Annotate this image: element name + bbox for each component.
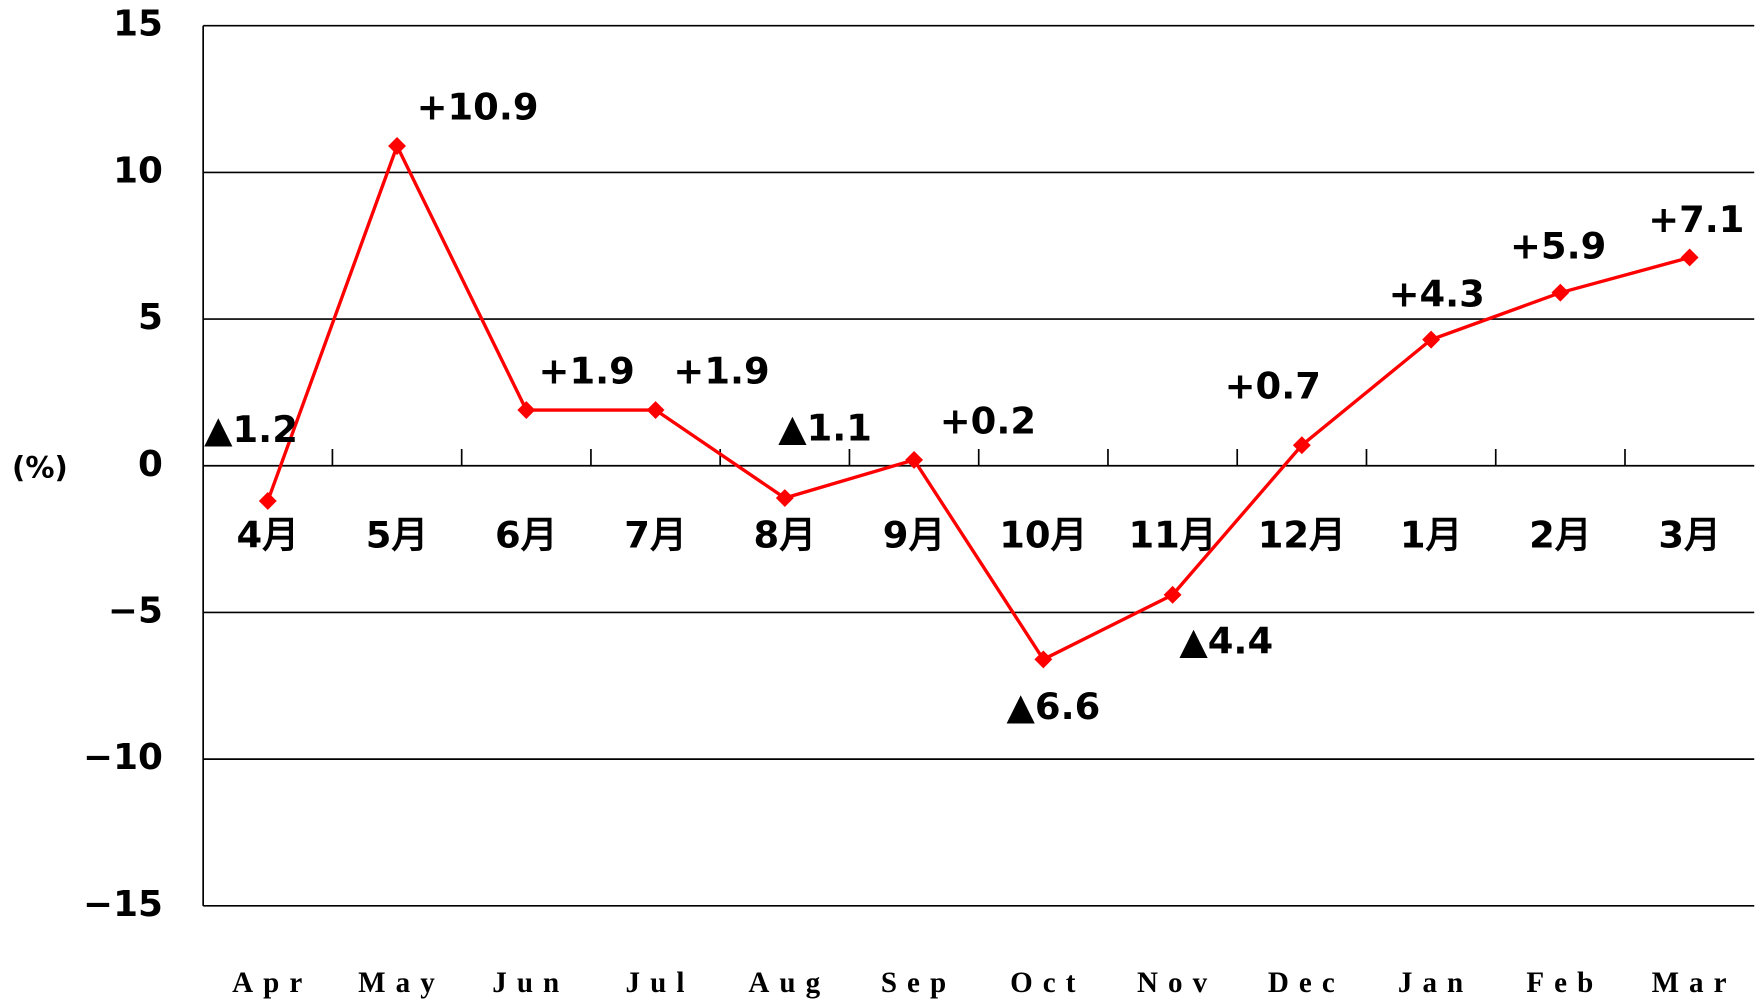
x-tick-label: Jul	[626, 967, 695, 999]
month-label: 10月	[999, 513, 1087, 556]
month-label: 5月	[366, 513, 429, 556]
x-tick-label: Apr	[232, 967, 312, 999]
x-tick-label: Dec	[1268, 967, 1345, 999]
value-label: +10.9	[417, 86, 539, 129]
y-tick-label: −10	[83, 737, 163, 778]
value-label: +1.9	[539, 350, 635, 393]
point	[1163, 585, 1182, 604]
point	[1422, 330, 1441, 349]
x-tick-label: May	[358, 967, 445, 999]
x-tick-label: Jun	[492, 967, 569, 999]
value-label: +4.3	[1389, 273, 1485, 316]
month-label: 1月	[1400, 513, 1463, 556]
month-label: 7月	[624, 513, 687, 556]
value-label: ▲6.6	[1007, 685, 1101, 728]
month-label: 2月	[1529, 513, 1592, 556]
month-label: 4月	[237, 513, 300, 556]
value-label: +7.1	[1648, 198, 1744, 241]
value-label: ▲1.2	[204, 408, 298, 451]
point	[1034, 650, 1053, 669]
point	[258, 492, 277, 510]
y-tick-label: 15	[113, 4, 163, 45]
x-tick-label: Sep	[881, 967, 956, 999]
point	[517, 401, 536, 419]
x-tick-label: Aug	[748, 967, 830, 999]
value-label: +5.9	[1510, 224, 1606, 267]
y-tick-label: 10	[113, 150, 163, 191]
month-label: 8月	[754, 513, 817, 556]
y-tick-label: 5	[138, 297, 163, 338]
point	[646, 401, 665, 419]
month-label: 11月	[1128, 513, 1216, 556]
month-label: 3月	[1658, 513, 1721, 556]
y-tick-label: −15	[83, 884, 163, 925]
value-label: +1.9	[673, 350, 769, 393]
x-tick-label: Feb	[1526, 967, 1603, 999]
value-label: ▲1.1	[778, 406, 872, 449]
month-label: 6月	[495, 513, 558, 556]
y-tick-label: 0	[138, 444, 163, 485]
value-label: +0.2	[940, 400, 1036, 443]
x-tick-label: Jan	[1398, 967, 1473, 999]
x-tick-label: Mar	[1652, 967, 1737, 999]
point	[1292, 436, 1311, 455]
y-tick-label: −5	[108, 590, 163, 631]
point	[1551, 283, 1570, 302]
value-label: ▲4.4	[1179, 619, 1273, 662]
month-label: 12月	[1258, 513, 1346, 556]
y-axis-label: (%)	[12, 451, 68, 485]
month-label: 9月	[883, 513, 946, 556]
point	[388, 137, 406, 155]
x-tick-label: Nov	[1137, 967, 1217, 999]
series-line	[266, 141, 1691, 662]
value-label: +0.7	[1225, 365, 1321, 408]
x-tick-label: Oct	[1010, 967, 1085, 999]
point	[1680, 248, 1699, 267]
